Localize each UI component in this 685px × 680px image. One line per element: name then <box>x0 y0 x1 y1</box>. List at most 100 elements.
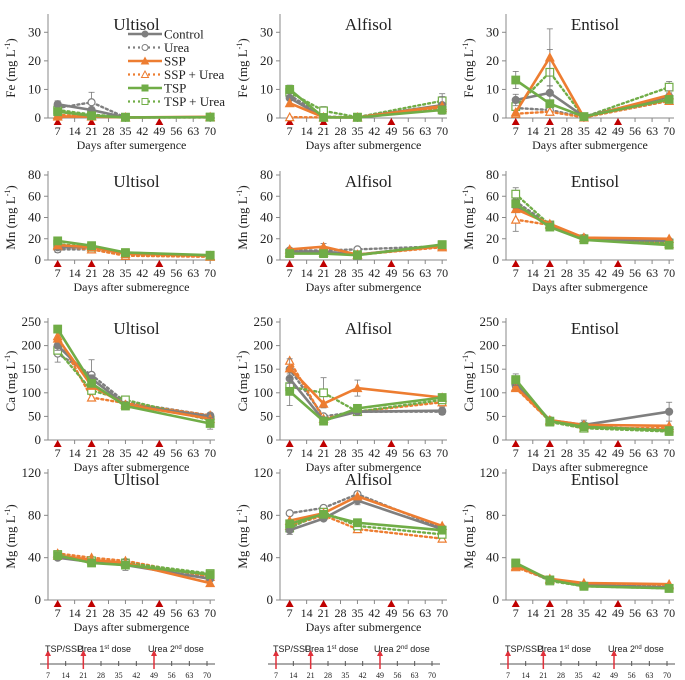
series-line-tsp-plus-urea <box>514 70 671 119</box>
data-point <box>53 107 63 117</box>
series-line-tsp <box>56 327 212 425</box>
x-tick-label: 35 <box>119 266 131 280</box>
x-tick-label: 70 <box>204 446 216 460</box>
dose-arrow-marker <box>545 118 554 125</box>
data-point <box>205 577 216 588</box>
x-tick-label: 49 <box>612 606 624 620</box>
data-point <box>664 583 674 593</box>
x-axis-label: Days after submergence <box>306 138 422 152</box>
legend-label: SSP + Urea <box>164 67 225 82</box>
x-tick-label: 49 <box>153 124 165 138</box>
x-tick-label: 49 <box>385 124 397 138</box>
data-point <box>353 403 362 413</box>
x-axis-label: Days after submergence <box>306 620 422 634</box>
dose-arrow-marker <box>155 260 164 267</box>
x-tick-label: 63 <box>187 606 199 620</box>
series-line-tsp <box>288 88 444 119</box>
ca-xtick-labels: 7 14 21 28 35 42 49 56 63 70 Days after submergenc… <box>287 446 448 474</box>
x-tick-label: 70 <box>663 606 675 620</box>
x-tick-label: 35 <box>578 266 590 280</box>
chart-panel-mn-entisol: 0 20 40 60 80 7 14 21 28 35 42 49 56 63 70 Days after s… <box>461 167 675 294</box>
timeline-arrowhead <box>45 650 51 656</box>
x-tick-label: 21 <box>544 266 556 280</box>
dose-arrow-marker <box>614 600 622 607</box>
paren: ) <box>235 185 250 189</box>
x-axis-label: Days after submergence <box>532 280 648 294</box>
x-tick-label: 42 <box>595 266 607 280</box>
timeline-tick-label: 14 <box>289 671 297 680</box>
superscript: -1 <box>461 509 470 516</box>
y-axis-label: Ca (mg L-1) <box>3 351 18 412</box>
x-tick-label: 28 <box>103 606 115 620</box>
dose-arrow-marker <box>155 440 164 447</box>
data-point <box>545 416 555 426</box>
x-tick-label: 49 <box>612 266 624 280</box>
x-tick-label: 14 <box>301 606 313 620</box>
dose-arrow-marker <box>545 440 554 447</box>
legend-marker <box>141 84 149 92</box>
dose-arrow-marker <box>53 260 62 267</box>
data-point <box>664 82 674 92</box>
x-tick-label: 56 <box>629 446 641 460</box>
label-tail: dose <box>182 644 204 654</box>
data-point <box>52 111 63 121</box>
data-point <box>205 250 215 260</box>
paren: ) <box>3 351 18 355</box>
chart-title: Alfisol <box>345 470 393 489</box>
dose-arrow-marker <box>87 440 96 447</box>
data-point <box>285 249 295 259</box>
dose-arrow-marker <box>545 260 554 267</box>
data-point <box>121 401 130 411</box>
x-tick-label: 35 <box>351 266 363 280</box>
x-tick-label: 21 <box>544 124 556 138</box>
timeline-tick-label: 49 <box>150 671 158 680</box>
chart-title: Entisol <box>571 470 619 489</box>
y-tick-label: 0 <box>493 252 500 267</box>
superscript: -1 <box>235 355 244 362</box>
timeline-tick-label: 35 <box>115 671 123 680</box>
y-tick-label: 0 <box>35 110 42 125</box>
data-point <box>319 416 328 426</box>
y-tick-label: 200 <box>254 338 274 353</box>
data-point <box>510 107 521 117</box>
y-tick-label: 0 <box>267 432 274 447</box>
y-tick-label: 250 <box>480 314 500 329</box>
legend-label: Control <box>164 27 204 42</box>
x-tick-label: 35 <box>351 446 363 460</box>
paren: ) <box>235 38 250 42</box>
data-point <box>86 392 97 402</box>
legend-marker <box>140 56 150 65</box>
ca-xtick-labels: 7 14 21 28 35 42 49 56 63 70 Days after submeregnc… <box>513 446 675 474</box>
series-line-urea <box>514 200 671 244</box>
label-tail: dose <box>109 644 131 654</box>
x-tick-label: 21 <box>318 606 330 620</box>
data-point <box>352 491 363 501</box>
x-tick-label: 7 <box>287 446 293 460</box>
x-tick-label: 63 <box>187 124 199 138</box>
series-line-tsp <box>514 78 671 118</box>
y-axis-label: Mn (mg L-1) <box>461 185 476 249</box>
paren: ) <box>461 351 476 355</box>
y-tick-label: 0 <box>35 252 42 267</box>
superscript: nd <box>635 645 642 651</box>
x-axis-label: Days after sumergence <box>77 138 187 152</box>
x-tick-label: 56 <box>629 266 641 280</box>
series-line-control <box>288 499 444 532</box>
y-tick-label: 60 <box>486 188 499 203</box>
y-tick-label: 200 <box>480 338 500 353</box>
series-line-tsp <box>514 378 671 432</box>
x-tick-label: 49 <box>385 266 397 280</box>
dose-arrow-marker <box>387 118 396 125</box>
timeline-label: Urea 1st dose <box>537 644 591 654</box>
timeline-tick-label: 42 <box>359 671 367 680</box>
data-point <box>511 189 521 199</box>
x-tick-label: 7 <box>513 606 519 620</box>
series-line-tsp <box>56 554 212 576</box>
chart-title: Entisol <box>571 319 619 338</box>
data-point <box>319 113 328 122</box>
series-line-ssp <box>56 554 212 585</box>
label-tail: dose <box>569 644 591 654</box>
data-point <box>53 236 63 246</box>
x-tick-label: 28 <box>335 124 347 138</box>
